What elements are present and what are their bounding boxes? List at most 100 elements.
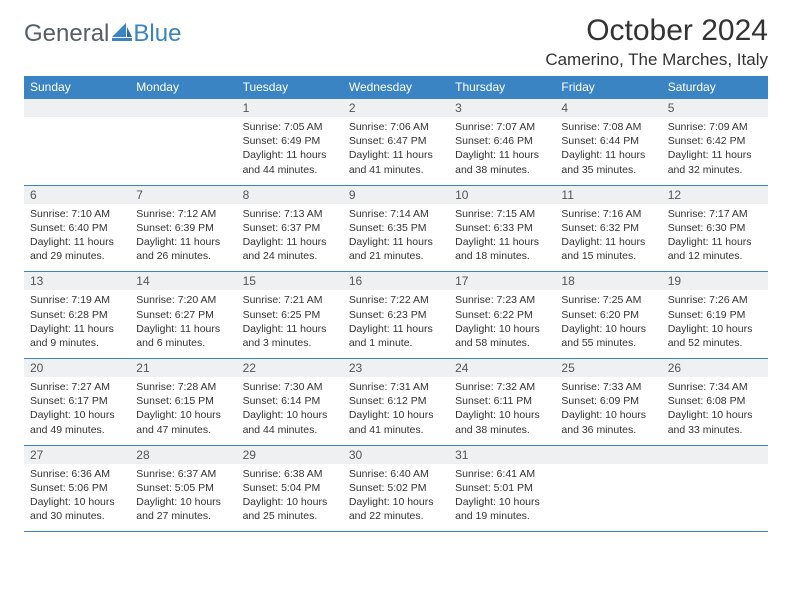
daylight-text: Daylight: 11 hours and 38 minutes. [455, 148, 549, 176]
day-number: 19 [662, 272, 768, 290]
daylight-text: Daylight: 11 hours and 21 minutes. [349, 235, 443, 263]
day-number: 16 [343, 272, 449, 290]
daylight-text: Daylight: 11 hours and 41 minutes. [349, 148, 443, 176]
sunrise-text: Sunrise: 7:17 AM [668, 207, 762, 221]
day-details: Sunrise: 6:37 AMSunset: 5:05 PMDaylight:… [130, 464, 236, 532]
daylight-text: Daylight: 10 hours and 44 minutes. [243, 408, 337, 436]
day-details: Sunrise: 7:12 AMSunset: 6:39 PMDaylight:… [130, 204, 236, 272]
daylight-text: Daylight: 11 hours and 3 minutes. [243, 322, 337, 350]
sunrise-text: Sunrise: 6:36 AM [30, 467, 124, 481]
day-cell: 19Sunrise: 7:26 AMSunset: 6:19 PMDayligh… [662, 272, 768, 359]
day-details: Sunrise: 7:21 AMSunset: 6:25 PMDaylight:… [237, 290, 343, 358]
week-row: 27Sunrise: 6:36 AMSunset: 5:06 PMDayligh… [24, 445, 768, 532]
day-cell [130, 99, 236, 186]
sunrise-text: Sunrise: 7:12 AM [136, 207, 230, 221]
day-cell: 7Sunrise: 7:12 AMSunset: 6:39 PMDaylight… [130, 185, 236, 272]
sunset-text: Sunset: 6:30 PM [668, 221, 762, 235]
weekday-header: Monday [130, 76, 236, 99]
sunrise-text: Sunrise: 6:41 AM [455, 467, 549, 481]
sunset-text: Sunset: 6:46 PM [455, 134, 549, 148]
daylight-text: Daylight: 10 hours and 22 minutes. [349, 495, 443, 523]
day-number: 12 [662, 186, 768, 204]
day-number: 3 [449, 99, 555, 117]
sunset-text: Sunset: 6:08 PM [668, 394, 762, 408]
day-number [662, 446, 768, 464]
calendar-body: 1Sunrise: 7:05 AMSunset: 6:49 PMDaylight… [24, 99, 768, 532]
logo: General Blue [24, 20, 181, 48]
day-cell: 10Sunrise: 7:15 AMSunset: 6:33 PMDayligh… [449, 185, 555, 272]
day-number: 17 [449, 272, 555, 290]
day-number: 15 [237, 272, 343, 290]
day-number [555, 446, 661, 464]
day-details: Sunrise: 7:07 AMSunset: 6:46 PMDaylight:… [449, 117, 555, 185]
day-details: Sunrise: 7:17 AMSunset: 6:30 PMDaylight:… [662, 204, 768, 272]
day-cell: 23Sunrise: 7:31 AMSunset: 6:12 PMDayligh… [343, 359, 449, 446]
day-details: Sunrise: 7:16 AMSunset: 6:32 PMDaylight:… [555, 204, 661, 272]
day-number: 21 [130, 359, 236, 377]
sunrise-text: Sunrise: 7:07 AM [455, 120, 549, 134]
day-details: Sunrise: 7:32 AMSunset: 6:11 PMDaylight:… [449, 377, 555, 445]
day-number: 27 [24, 446, 130, 464]
sunset-text: Sunset: 6:42 PM [668, 134, 762, 148]
day-cell: 8Sunrise: 7:13 AMSunset: 6:37 PMDaylight… [237, 185, 343, 272]
sunrise-text: Sunrise: 7:33 AM [561, 380, 655, 394]
day-cell: 26Sunrise: 7:34 AMSunset: 6:08 PMDayligh… [662, 359, 768, 446]
day-number: 6 [24, 186, 130, 204]
sunrise-text: Sunrise: 7:06 AM [349, 120, 443, 134]
sunrise-text: Sunrise: 7:32 AM [455, 380, 549, 394]
day-cell: 29Sunrise: 6:38 AMSunset: 5:04 PMDayligh… [237, 445, 343, 532]
day-details: Sunrise: 7:19 AMSunset: 6:28 PMDaylight:… [24, 290, 130, 358]
day-cell: 17Sunrise: 7:23 AMSunset: 6:22 PMDayligh… [449, 272, 555, 359]
sunset-text: Sunset: 6:32 PM [561, 221, 655, 235]
day-details: Sunrise: 7:25 AMSunset: 6:20 PMDaylight:… [555, 290, 661, 358]
day-details [130, 117, 236, 179]
day-details: Sunrise: 7:15 AMSunset: 6:33 PMDaylight:… [449, 204, 555, 272]
daylight-text: Daylight: 10 hours and 38 minutes. [455, 408, 549, 436]
daylight-text: Daylight: 10 hours and 30 minutes. [30, 495, 124, 523]
day-cell [662, 445, 768, 532]
daylight-text: Daylight: 11 hours and 29 minutes. [30, 235, 124, 263]
day-number: 22 [237, 359, 343, 377]
sunset-text: Sunset: 6:35 PM [349, 221, 443, 235]
day-cell: 4Sunrise: 7:08 AMSunset: 6:44 PMDaylight… [555, 99, 661, 186]
day-number: 18 [555, 272, 661, 290]
day-number: 28 [130, 446, 236, 464]
sunset-text: Sunset: 6:15 PM [136, 394, 230, 408]
day-details [24, 117, 130, 179]
sunset-text: Sunset: 6:40 PM [30, 221, 124, 235]
sunset-text: Sunset: 5:05 PM [136, 481, 230, 495]
sunset-text: Sunset: 5:04 PM [243, 481, 337, 495]
week-row: 13Sunrise: 7:19 AMSunset: 6:28 PMDayligh… [24, 272, 768, 359]
day-number: 8 [237, 186, 343, 204]
day-details: Sunrise: 6:36 AMSunset: 5:06 PMDaylight:… [24, 464, 130, 532]
day-number: 1 [237, 99, 343, 117]
weekday-header: Wednesday [343, 76, 449, 99]
sunset-text: Sunset: 5:02 PM [349, 481, 443, 495]
sunset-text: Sunset: 6:44 PM [561, 134, 655, 148]
day-cell: 11Sunrise: 7:16 AMSunset: 6:32 PMDayligh… [555, 185, 661, 272]
day-cell: 24Sunrise: 7:32 AMSunset: 6:11 PMDayligh… [449, 359, 555, 446]
day-cell: 27Sunrise: 6:36 AMSunset: 5:06 PMDayligh… [24, 445, 130, 532]
day-details: Sunrise: 7:22 AMSunset: 6:23 PMDaylight:… [343, 290, 449, 358]
sunset-text: Sunset: 6:19 PM [668, 308, 762, 322]
day-number: 14 [130, 272, 236, 290]
logo-word-2: Blue [133, 20, 181, 48]
sunrise-text: Sunrise: 7:16 AM [561, 207, 655, 221]
day-details: Sunrise: 7:06 AMSunset: 6:47 PMDaylight:… [343, 117, 449, 185]
day-cell [555, 445, 661, 532]
daylight-text: Daylight: 11 hours and 18 minutes. [455, 235, 549, 263]
daylight-text: Daylight: 11 hours and 1 minute. [349, 322, 443, 350]
day-cell: 9Sunrise: 7:14 AMSunset: 6:35 PMDaylight… [343, 185, 449, 272]
day-details: Sunrise: 6:38 AMSunset: 5:04 PMDaylight:… [237, 464, 343, 532]
sunrise-text: Sunrise: 7:05 AM [243, 120, 337, 134]
day-number [24, 99, 130, 117]
day-number: 4 [555, 99, 661, 117]
day-cell: 6Sunrise: 7:10 AMSunset: 6:40 PMDaylight… [24, 185, 130, 272]
week-row: 6Sunrise: 7:10 AMSunset: 6:40 PMDaylight… [24, 185, 768, 272]
daylight-text: Daylight: 11 hours and 35 minutes. [561, 148, 655, 176]
day-cell: 14Sunrise: 7:20 AMSunset: 6:27 PMDayligh… [130, 272, 236, 359]
sunset-text: Sunset: 5:01 PM [455, 481, 549, 495]
day-cell: 15Sunrise: 7:21 AMSunset: 6:25 PMDayligh… [237, 272, 343, 359]
logo-sail-icon [112, 23, 132, 41]
day-details: Sunrise: 7:33 AMSunset: 6:09 PMDaylight:… [555, 377, 661, 445]
